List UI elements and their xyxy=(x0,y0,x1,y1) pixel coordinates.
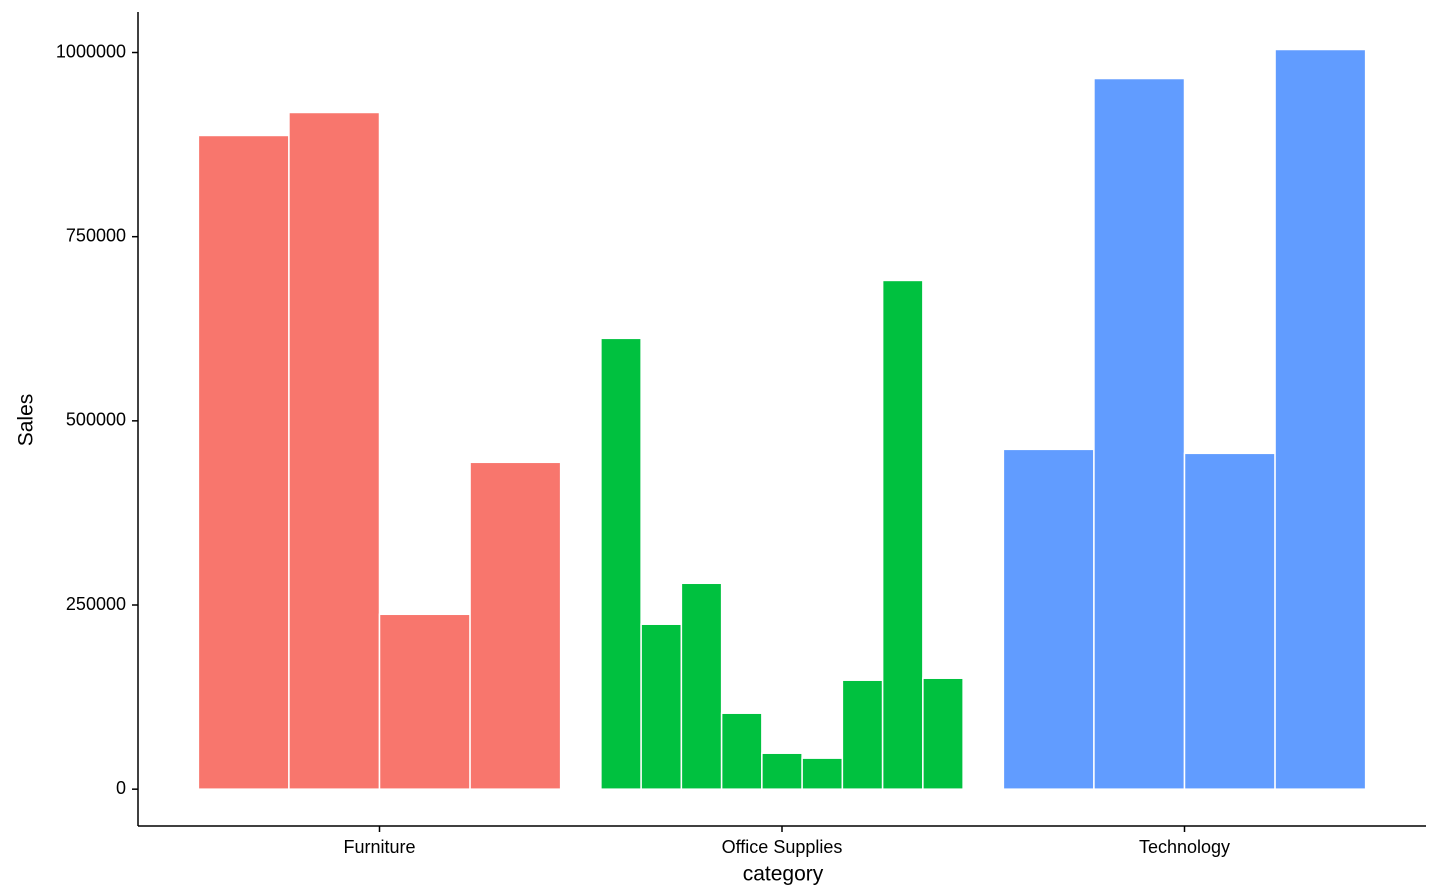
y-tick-label: 0 xyxy=(116,778,126,798)
bar xyxy=(801,757,844,790)
bar xyxy=(1183,452,1276,790)
x-axis-title: category xyxy=(743,863,824,886)
bar xyxy=(841,679,884,790)
y-tick-label: 500000 xyxy=(66,410,126,430)
bar xyxy=(720,712,763,790)
y-tick-label: 750000 xyxy=(66,225,126,245)
bar xyxy=(1274,48,1367,790)
bar xyxy=(922,677,964,790)
bar xyxy=(469,461,562,790)
bar xyxy=(640,623,683,790)
bar xyxy=(378,613,471,790)
y-axis-title: Sales xyxy=(15,394,38,447)
x-tick-label: Office Supplies xyxy=(722,837,843,857)
y-tick-label: 1000000 xyxy=(56,41,126,61)
y-tick-label: 250000 xyxy=(66,594,126,614)
x-tick-label: Technology xyxy=(1139,837,1230,857)
bar xyxy=(680,582,723,790)
bar xyxy=(1002,448,1095,790)
bar xyxy=(600,337,642,790)
bar xyxy=(288,111,381,790)
bar xyxy=(881,279,924,790)
bar xyxy=(1093,77,1186,790)
x-tick-label: Furniture xyxy=(343,837,415,857)
bar xyxy=(197,134,290,790)
bar xyxy=(761,752,803,790)
